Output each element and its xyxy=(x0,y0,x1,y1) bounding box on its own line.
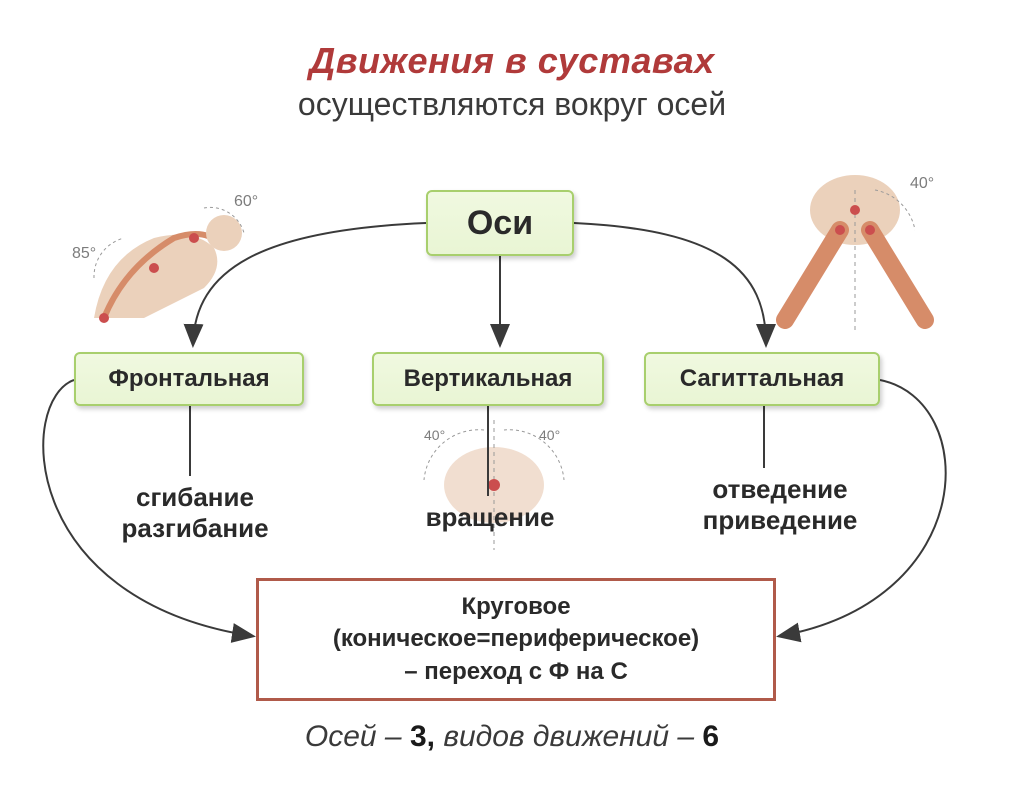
movement-rotation: вращение xyxy=(380,502,600,533)
svg-text:40°: 40° xyxy=(424,427,445,443)
anatomy-spine: 85° 60° xyxy=(64,178,264,338)
node-frontal-axis: Фронтальная xyxy=(74,352,304,406)
movement-flexion-extension: сгибание разгибание xyxy=(82,482,308,544)
anatomy-pelvis-rotation: 40° 40° xyxy=(394,410,594,560)
circular-line3: – переход с Ф на С xyxy=(279,656,753,688)
node-sagittal-axis: Сагиттальная xyxy=(644,352,880,406)
footer-num2: 6 xyxy=(702,720,719,753)
movement-abduction-line2: приведение xyxy=(660,505,900,536)
movement-abduction-line1: отведение xyxy=(660,474,900,505)
title-sub: осуществляются вокруг осей xyxy=(0,86,1024,123)
circular-movement-box: Круговое (коническое=периферическое) – п… xyxy=(256,578,776,701)
footer-summary: Осей – 3, видов движений – 6 xyxy=(0,720,1024,754)
node-vertical-label: Вертикальная xyxy=(404,365,573,393)
footer-prefix1: Осей – xyxy=(305,720,410,753)
svg-text:60°: 60° xyxy=(234,193,258,210)
svg-text:40°: 40° xyxy=(910,175,934,192)
node-vertical-axis: Вертикальная xyxy=(372,352,604,406)
node-axes-root: Оси xyxy=(426,190,574,256)
movement-abduction-adduction: отведение приведение xyxy=(660,474,900,536)
svg-text:85°: 85° xyxy=(72,245,96,262)
anatomy-pelvis-top: 40° xyxy=(740,140,970,340)
footer-num1: 3, xyxy=(410,720,435,753)
circular-line2: (коническое=периферическое) xyxy=(279,623,753,655)
movement-flexion-line1: сгибание xyxy=(82,482,308,513)
movement-flexion-line2: разгибание xyxy=(82,513,308,544)
node-frontal-label: Фронтальная xyxy=(108,365,269,393)
node-sagittal-label: Сагиттальная xyxy=(680,365,844,393)
node-axes-root-label: Оси xyxy=(467,204,533,243)
movement-rotation-line1: вращение xyxy=(380,502,600,533)
circular-line1: Круговое xyxy=(279,591,753,623)
title-main: Движения в суставах xyxy=(0,40,1024,82)
svg-text:40°: 40° xyxy=(539,427,560,443)
footer-prefix2: видов движений – xyxy=(435,720,702,753)
